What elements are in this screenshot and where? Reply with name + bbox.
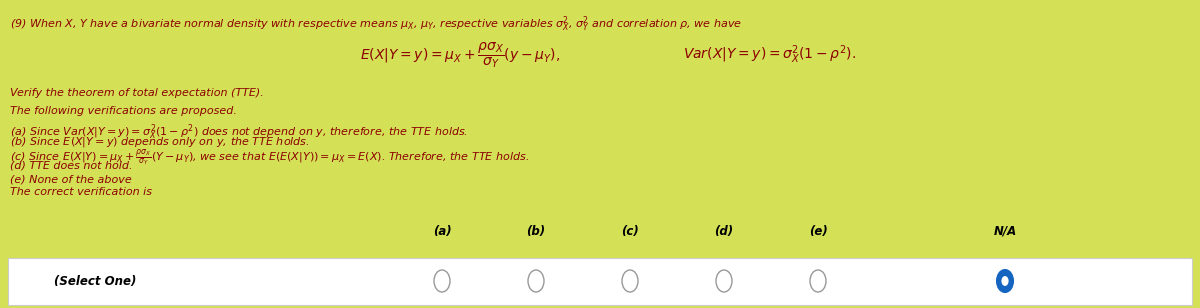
Text: The following verifications are proposed.: The following verifications are proposed… [10,106,236,116]
Text: (e): (e) [809,225,827,238]
Text: (b) Since $E(X|Y = y)$ depends only on $y$, the TTE holds.: (b) Since $E(X|Y = y)$ depends only on $… [10,135,310,149]
Text: (Select One): (Select One) [54,274,136,287]
Text: The correct verification is: The correct verification is [10,187,152,197]
Text: (b): (b) [527,225,546,238]
Text: (9) When $X$, $Y$ have a bivariate normal density with respective means $\mu_X$,: (9) When $X$, $Y$ have a bivariate norma… [10,14,742,34]
Text: (c): (c) [622,225,638,238]
Text: (e) None of the above: (e) None of the above [10,174,132,184]
Ellipse shape [716,270,732,292]
Text: (a) Since $Var(X|Y = y) = \sigma^2_X(1 - \rho^2)$ does not depend on $y$, theref: (a) Since $Var(X|Y = y) = \sigma^2_X(1 -… [10,122,468,142]
Ellipse shape [810,270,826,292]
Text: (c) Since $E(X|Y) = \mu_X + \frac{\rho\sigma_X}{\sigma_Y}(Y - \mu_Y)$, we see th: (c) Since $E(X|Y) = \mu_X + \frac{\rho\s… [10,148,529,168]
Ellipse shape [622,270,638,292]
Text: (d) TTE does not hold.: (d) TTE does not hold. [10,161,132,171]
Ellipse shape [434,270,450,292]
FancyBboxPatch shape [8,258,1192,305]
Text: $Var(X|Y = y) = \sigma^2_X(1 - \rho^2).$: $Var(X|Y = y) = \sigma^2_X(1 - \rho^2).$ [684,44,857,66]
Ellipse shape [1001,276,1008,286]
Text: (d): (d) [714,225,733,238]
Ellipse shape [528,270,544,292]
Text: (a): (a) [433,225,451,238]
Ellipse shape [997,270,1013,292]
Text: Verify the theorem of total expectation (TTE).: Verify the theorem of total expectation … [10,88,264,98]
Text: $E(X|Y = y) = \mu_X + \dfrac{\rho\sigma_X}{\sigma_Y}(y - \mu_Y),$: $E(X|Y = y) = \mu_X + \dfrac{\rho\sigma_… [360,40,560,70]
Text: N/A: N/A [994,225,1016,238]
